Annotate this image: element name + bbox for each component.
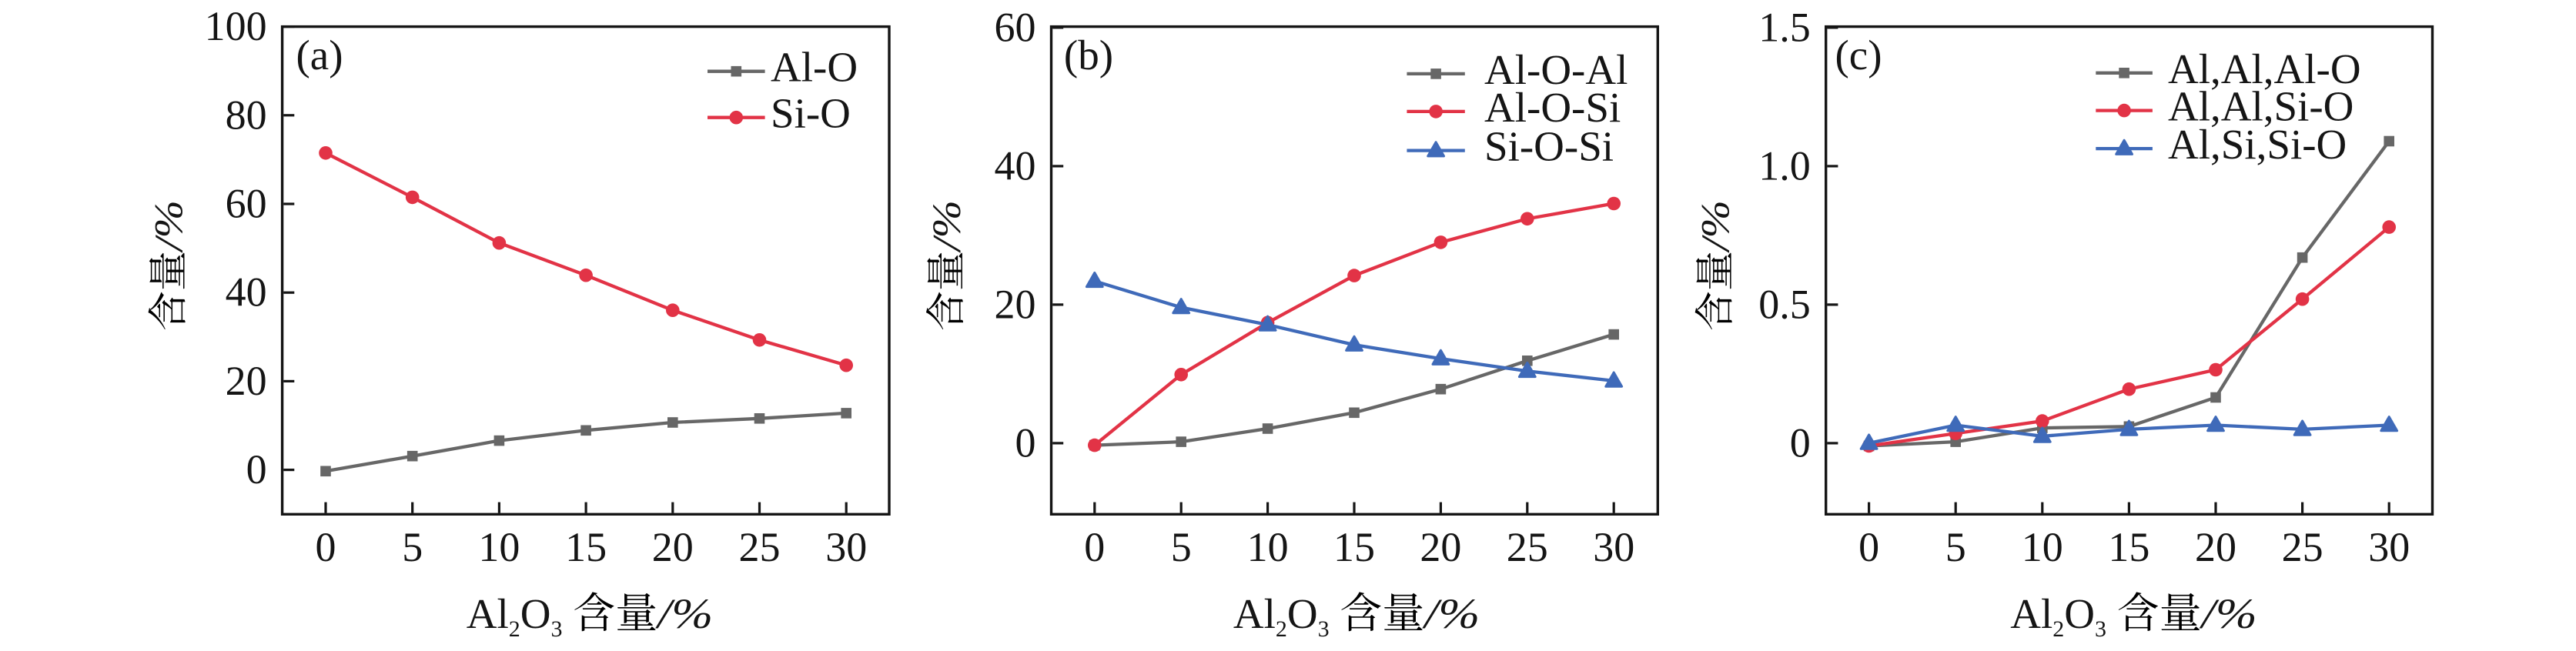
svg-text:/%: /% [2199, 590, 2257, 637]
svg-text:1.0: 1.0 [1758, 142, 1811, 189]
svg-text:Al-O-Si: Al-O-Si [1484, 84, 1621, 131]
svg-text:20: 20 [995, 281, 1036, 327]
svg-text:0: 0 [1084, 524, 1105, 570]
svg-text:25: 25 [1507, 524, 1548, 570]
svg-text:Si-O: Si-O [771, 90, 851, 137]
svg-text:3: 3 [2095, 616, 2106, 642]
svg-text:30: 30 [2368, 524, 2410, 570]
svg-text:0: 0 [1015, 419, 1036, 466]
svg-text:20: 20 [1420, 524, 1461, 570]
svg-text:O: O [520, 590, 551, 637]
svg-text:0: 0 [316, 524, 336, 570]
svg-text:80: 80 [226, 92, 267, 138]
svg-text:0: 0 [1858, 524, 1879, 570]
svg-text:25: 25 [739, 524, 781, 570]
svg-text:Si-O-Si: Si-O-Si [1484, 123, 1614, 170]
svg-text:0: 0 [1790, 419, 1811, 466]
svg-text:2: 2 [509, 616, 520, 642]
svg-text:30: 30 [1593, 524, 1634, 570]
svg-text:Al-O: Al-O [771, 44, 858, 91]
svg-text:20: 20 [652, 524, 694, 570]
svg-text:2: 2 [2052, 616, 2064, 642]
svg-text:15: 15 [2108, 524, 2149, 570]
svg-text:Al: Al [2010, 590, 2052, 637]
svg-text:15: 15 [565, 524, 607, 570]
svg-text:Al,Si,Si-O: Al,Si,Si-O [2168, 121, 2347, 168]
svg-text:100: 100 [205, 3, 267, 49]
svg-text:10: 10 [1247, 524, 1289, 570]
svg-text:Al: Al [467, 590, 509, 637]
svg-text:/%: /% [1422, 590, 1480, 637]
svg-text:0: 0 [246, 446, 267, 492]
svg-text:3: 3 [1318, 616, 1330, 642]
svg-text:O: O [2064, 590, 2095, 637]
svg-text:(b): (b) [1064, 32, 1113, 78]
svg-text:20: 20 [226, 358, 267, 404]
svg-text:/%: /% [1694, 200, 1738, 253]
svg-text:Al: Al [1233, 590, 1276, 637]
svg-text:40: 40 [226, 269, 267, 315]
svg-text:5: 5 [1945, 524, 1966, 570]
svg-text:(c): (c) [1835, 32, 1882, 78]
svg-text:60: 60 [995, 4, 1036, 50]
svg-text:20: 20 [2195, 524, 2236, 570]
svg-text:60: 60 [226, 181, 267, 227]
svg-text:Al,Al,Si-O: Al,Al,Si-O [2168, 83, 2354, 130]
svg-text:5: 5 [1171, 524, 1192, 570]
svg-text:(a): (a) [296, 32, 343, 78]
svg-text:/%: /% [925, 200, 969, 253]
svg-text:1.5: 1.5 [1758, 4, 1811, 50]
svg-text:0.5: 0.5 [1758, 281, 1811, 327]
svg-text:3: 3 [551, 616, 563, 642]
svg-text:/%: /% [148, 200, 192, 253]
svg-text:O: O [1287, 590, 1318, 637]
svg-text:/%: /% [655, 590, 714, 637]
svg-text:10: 10 [478, 524, 520, 570]
svg-text:Al-O-Al: Al-O-Al [1484, 46, 1628, 93]
svg-text:15: 15 [1333, 524, 1375, 570]
svg-text:40: 40 [995, 142, 1036, 189]
svg-text:10: 10 [2022, 524, 2063, 570]
svg-text:2: 2 [1276, 616, 1287, 642]
svg-text:Al,Al,Al-O: Al,Al,Al-O [2168, 45, 2361, 92]
svg-text:5: 5 [402, 524, 423, 570]
svg-text:30: 30 [825, 524, 867, 570]
svg-text:25: 25 [2282, 524, 2323, 570]
